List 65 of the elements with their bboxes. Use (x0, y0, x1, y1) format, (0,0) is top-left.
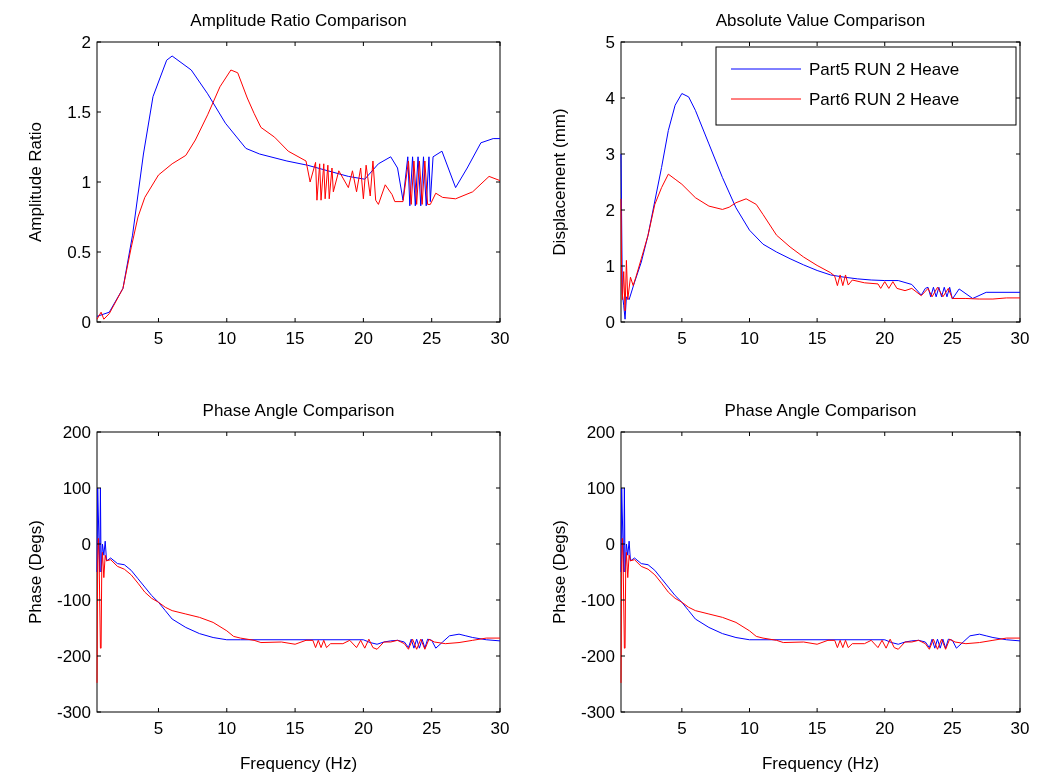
line-series (620, 173, 1021, 312)
legend-label: Part5 RUN 2 Heave (809, 60, 960, 79)
chart-title: Phase Angle Comparison (202, 401, 395, 420)
x-tick-label: 5 (677, 329, 687, 348)
x-tick-label: 30 (1010, 719, 1030, 738)
line-series (620, 93, 1021, 320)
line-series (620, 487, 1021, 649)
y-axis-title: Amplitude Ratio (26, 121, 45, 243)
line-series (96, 537, 501, 684)
chart-title: Absolute Value Comparison (715, 11, 926, 30)
x-axis-title: Frequency (Hz) (239, 754, 358, 773)
y-tick-label: 5 (605, 33, 615, 52)
y-tick-label: -200 (56, 647, 91, 666)
y-tick-label: 1 (605, 257, 615, 276)
y-tick-label: 0 (605, 535, 615, 554)
y-tick-label: 1.5 (67, 103, 91, 122)
legend-label: Part6 RUN 2 Heave (809, 90, 960, 109)
y-tick-label: 200 (62, 423, 91, 442)
y-tick-label: 100 (62, 479, 91, 498)
x-tick-label: 5 (677, 719, 687, 738)
y-tick-label: -100 (580, 591, 615, 610)
x-tick-label: 10 (217, 719, 237, 738)
y-tick-label: -200 (580, 647, 615, 666)
x-tick-label: 20 (875, 329, 895, 348)
y-tick-label: 0 (605, 313, 615, 332)
x-tick-label: 15 (807, 329, 827, 348)
x-tick-label: 10 (217, 329, 237, 348)
x-tick-label: 20 (875, 719, 895, 738)
x-tick-label: 30 (490, 329, 510, 348)
y-tick-label: 3 (605, 145, 615, 164)
x-axis-title: Frequency (Hz) (761, 754, 880, 773)
y-tick-label: 200 (586, 423, 615, 442)
line-series (620, 537, 1021, 684)
chart-title: Phase Angle Comparison (724, 401, 917, 420)
y-tick-label: 0 (81, 313, 91, 332)
x-tick-label: 25 (422, 719, 442, 738)
y-axis-title: Phase (Degs) (550, 520, 569, 624)
y-tick-label: 4 (605, 89, 615, 108)
x-tick-label: 25 (942, 329, 962, 348)
y-tick-label: 1 (81, 173, 91, 192)
x-tick-label: 25 (422, 329, 442, 348)
line-series (96, 487, 501, 649)
y-axis-title: Phase (Degs) (26, 520, 45, 624)
x-tick-label: 10 (740, 329, 759, 348)
x-tick-label: 15 (807, 719, 827, 738)
x-tick-label: 20 (353, 719, 373, 738)
x-tick-label: 25 (942, 719, 962, 738)
x-tick-label: 5 (153, 719, 164, 738)
chart-title: Amplitude Ratio Comparison (190, 11, 407, 30)
x-tick-label: 5 (153, 329, 164, 348)
x-tick-label: 30 (490, 719, 510, 738)
y-tick-label: -100 (56, 591, 91, 610)
x-tick-label: 30 (1010, 329, 1030, 348)
x-tick-label: 20 (353, 329, 373, 348)
y-tick-label: 0.5 (67, 243, 91, 262)
y-tick-label: -300 (56, 703, 91, 722)
y-tick-label: 2 (81, 33, 91, 52)
y-axis-title: Displacement (mm) (550, 108, 569, 256)
x-tick-label: 15 (285, 719, 305, 738)
x-tick-label: 10 (740, 719, 759, 738)
y-tick-label: 0 (81, 535, 91, 554)
x-tick-label: 15 (285, 329, 305, 348)
y-tick-label: 2 (605, 201, 615, 220)
y-tick-label: 100 (586, 479, 615, 498)
y-tick-label: -300 (580, 703, 615, 722)
